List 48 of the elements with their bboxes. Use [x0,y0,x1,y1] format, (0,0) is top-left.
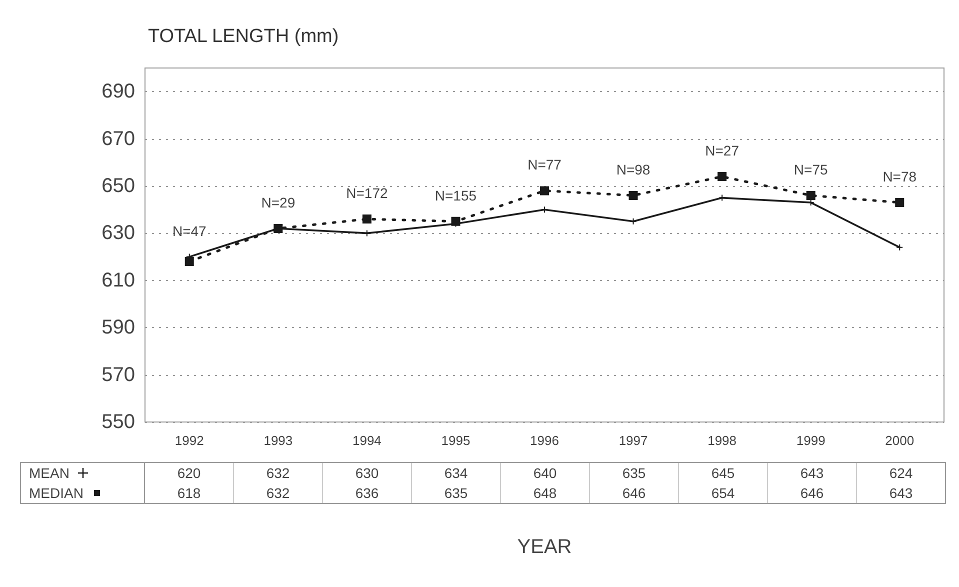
data-label: 640 [501,463,590,483]
data-label: 632 [234,483,323,503]
data-label: 634 [412,463,501,483]
legend-label: MEAN [29,465,70,481]
data-label: 618 [145,483,234,503]
annotation: N=75 [794,161,828,178]
data-label: 635 [412,483,501,503]
annotation: N=77 [528,156,562,173]
legend-label: MEDIAN [29,485,84,501]
annotation: N=155 [434,187,477,204]
data-label: 636 [323,483,412,503]
data-label: 654 [679,483,768,503]
y-tick-label: 590 [102,316,135,339]
data-label: 643 [768,463,857,483]
y-tick-label: 570 [102,364,135,386]
data-label: 632 [234,463,323,483]
data-label: 646 [768,483,857,503]
x-tick-label: 1992 [174,433,204,448]
annotation: N=98 [616,161,650,178]
data-label: 645 [679,463,768,483]
x-tick-label: 1995 [441,433,470,448]
y-tick-label: 630 [102,222,135,244]
x-tick-label: 1998 [708,433,737,448]
annotation: N=78 [882,168,917,185]
x-tick-label: 1997 [618,433,648,448]
data-label: 624 [888,464,914,483]
y-tick-label: 610 [102,269,135,292]
x-tick-label: 1999 [796,433,826,448]
annotation: N=47 [172,222,207,239]
y-tick-label: 550 [102,411,135,433]
x-tick-label: 2000 [885,433,914,448]
data-label: 643 [888,484,914,503]
x-tick-label: 1994 [352,433,382,448]
y-tick-label: 650 [102,175,135,197]
data-label: 630 [323,463,412,483]
annotation: N=29 [261,194,296,210]
data-label: 635 [590,463,679,483]
x-tick-label: 1993 [264,433,293,448]
y-tick-label: 690 [102,80,135,103]
y-tick-label: 670 [102,128,135,150]
data-label: 648 [501,483,590,503]
y-axis-title: TOTAL LENGTH (mm) [148,26,339,47]
data-label: 646 [590,483,679,503]
annotation: N=27 [705,142,740,159]
x-axis-title: YEAR [516,536,573,559]
annotation: N=172 [346,185,388,202]
data-label: 620 [145,463,234,483]
x-tick-label: 1996 [530,433,559,448]
